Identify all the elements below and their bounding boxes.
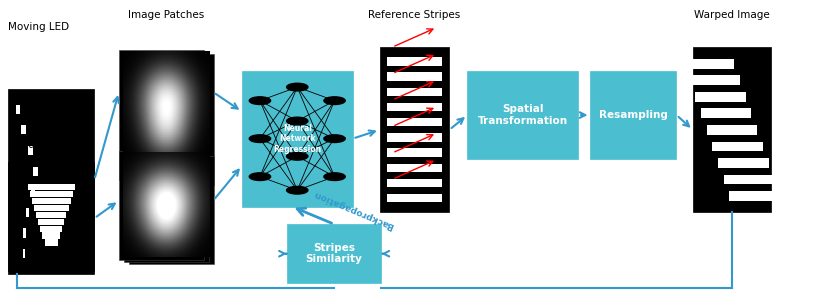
Bar: [23, 249, 25, 258]
Text: Stripes
Similarity: Stripes Similarity: [305, 243, 362, 265]
Bar: [387, 72, 441, 81]
FancyBboxPatch shape: [124, 52, 208, 182]
FancyBboxPatch shape: [287, 224, 381, 283]
Bar: [38, 219, 64, 225]
Bar: [387, 163, 441, 172]
Circle shape: [324, 173, 345, 181]
FancyBboxPatch shape: [119, 50, 204, 180]
Text: Warped Image: Warped Image: [693, 10, 768, 20]
Bar: [387, 103, 441, 111]
Bar: [28, 184, 75, 190]
Bar: [723, 175, 773, 184]
Bar: [29, 191, 73, 197]
Bar: [387, 57, 441, 66]
Text: Image Patches: Image Patches: [129, 10, 204, 20]
Text: Reference Stripes: Reference Stripes: [368, 10, 459, 20]
Bar: [34, 167, 38, 176]
FancyBboxPatch shape: [119, 151, 204, 260]
Text: Moving LED: Moving LED: [8, 22, 70, 32]
Text: Spatial
Transformation: Spatial Transformation: [477, 104, 567, 126]
Circle shape: [249, 173, 270, 181]
Circle shape: [287, 117, 308, 125]
Bar: [712, 142, 762, 151]
FancyBboxPatch shape: [692, 47, 770, 212]
Text: Fixed LED: Fixed LED: [8, 140, 58, 150]
Bar: [26, 208, 29, 217]
Bar: [32, 198, 70, 204]
FancyBboxPatch shape: [129, 156, 213, 264]
Bar: [695, 92, 744, 101]
Circle shape: [324, 97, 345, 104]
Bar: [689, 76, 739, 85]
Bar: [36, 212, 66, 218]
Bar: [16, 105, 20, 114]
Bar: [21, 125, 25, 135]
FancyBboxPatch shape: [8, 162, 94, 274]
FancyBboxPatch shape: [379, 47, 449, 212]
Circle shape: [324, 135, 345, 142]
FancyBboxPatch shape: [590, 71, 676, 159]
Bar: [31, 187, 35, 196]
Bar: [34, 205, 69, 211]
Bar: [706, 125, 756, 135]
FancyBboxPatch shape: [124, 153, 208, 262]
Text: Resampling: Resampling: [599, 110, 667, 120]
Bar: [23, 229, 26, 238]
Bar: [387, 88, 441, 96]
Circle shape: [287, 153, 308, 160]
Text: Neural
Network
Regression: Neural Network Regression: [273, 124, 321, 154]
FancyBboxPatch shape: [242, 71, 352, 206]
Bar: [717, 158, 767, 168]
Bar: [40, 226, 62, 232]
Text: Backpropagation: Backpropagation: [312, 189, 395, 230]
FancyBboxPatch shape: [129, 54, 213, 185]
Bar: [387, 179, 441, 187]
Bar: [683, 59, 733, 68]
Bar: [387, 148, 441, 157]
Circle shape: [249, 97, 270, 104]
Bar: [28, 146, 34, 155]
Bar: [387, 194, 441, 202]
Bar: [43, 232, 60, 239]
Circle shape: [287, 83, 308, 91]
Circle shape: [287, 186, 308, 194]
Bar: [700, 109, 750, 118]
Bar: [387, 133, 441, 142]
Circle shape: [249, 135, 270, 142]
Bar: [729, 191, 779, 201]
Bar: [387, 118, 441, 127]
Bar: [44, 240, 58, 246]
FancyBboxPatch shape: [8, 88, 94, 271]
FancyBboxPatch shape: [467, 71, 577, 159]
